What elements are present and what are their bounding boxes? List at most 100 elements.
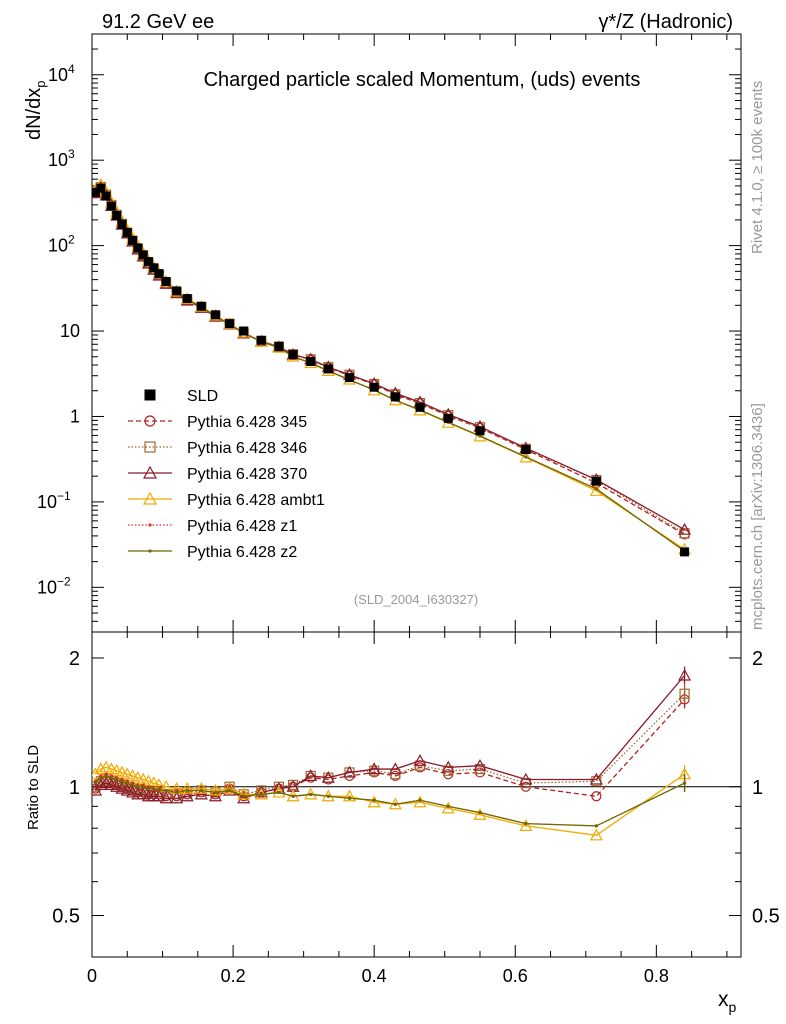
ratio-point-370 — [180, 789, 194, 802]
data-point-sld — [133, 243, 143, 253]
ratio-point-z2 — [141, 785, 145, 789]
ratio-line-z2 — [95, 775, 685, 827]
point-ambt1 — [519, 450, 533, 463]
main-series-group — [92, 177, 692, 557]
legend-marker-sld — [144, 389, 156, 401]
ratio-point-370 — [99, 776, 113, 789]
data-point-sld — [274, 341, 284, 351]
process-label: γ*/Z (Hadronic) — [599, 11, 733, 33]
ratio-y-tick-label: 1 — [69, 777, 80, 799]
ratio-point-370 — [115, 781, 129, 794]
legend-entry-sld: SLD — [144, 388, 218, 405]
ratio-point-370 — [304, 769, 318, 782]
data-point-sld — [225, 319, 235, 329]
y-tick-label: 10−1 — [37, 489, 71, 512]
ratio-point-370 — [342, 765, 356, 778]
legend-label-345: Pythia 6.428 345 — [187, 414, 307, 431]
data-point-sld — [143, 257, 153, 267]
ratio-point-z2 — [104, 774, 108, 778]
y-tick-label: 102 — [48, 233, 75, 256]
ratio-point-370 — [104, 778, 118, 791]
x-tick-label: 0.4 — [362, 966, 387, 986]
data-point-sld — [239, 326, 249, 336]
data-point-sld — [149, 263, 159, 273]
data-point-sld — [344, 373, 354, 383]
ratio-point-370 — [136, 787, 150, 800]
data-point-sld — [122, 228, 132, 238]
ratio-point-z2 — [277, 790, 281, 795]
ratio-point-z2 — [446, 804, 450, 808]
chart-title: Charged particle scaled Momentum, (uds) … — [204, 69, 641, 91]
y-tick-label: 104 — [48, 62, 75, 85]
data-point-sld — [369, 382, 379, 392]
point-370 — [678, 522, 692, 535]
plot-layer — [92, 177, 692, 841]
legend-label-370: Pythia 6.428 370 — [187, 466, 307, 483]
series-line-z1 — [95, 185, 685, 552]
ratio-point-ambt1 — [441, 801, 455, 814]
ratio-point-z2 — [109, 776, 113, 780]
ratio-point-ambt1 — [208, 783, 222, 796]
ratio-point-ambt1 — [194, 781, 208, 794]
y-axis-label-ratio: Ratio to SLD — [25, 745, 42, 830]
ratio-point-370 — [120, 783, 134, 796]
mcplots-label: mcplots.cern.ch [arXiv:1306.3436] — [749, 403, 766, 630]
y-tick-label: 1 — [70, 406, 80, 426]
ratio-line-346 — [95, 693, 686, 796]
y-tick-label: 10−2 — [37, 574, 71, 597]
ratio-point-ambt1 — [110, 763, 124, 776]
ratio-point-z2 — [125, 781, 129, 785]
ratio-point-370 — [441, 760, 455, 773]
data-point-sld — [96, 183, 106, 193]
ratio-point-z2 — [152, 787, 156, 791]
legend-marker-ambt1 — [142, 491, 158, 505]
ratio-point-370 — [152, 789, 166, 802]
ratio-point-370 — [170, 791, 184, 804]
ratio-point-ambt1 — [115, 765, 129, 778]
legend-label-ambt1: Pythia 6.428 ambt1 — [187, 492, 325, 509]
legend-entry-z2: Pythia 6.428 z2 — [128, 544, 297, 561]
y-axis-label-main: dN/dxp — [23, 81, 48, 140]
data-point-sld — [117, 219, 127, 229]
ratio-point-z2 — [594, 824, 598, 828]
x-tick-label: 0 — [87, 966, 97, 986]
data-point-sld — [101, 191, 111, 201]
data-point-sld — [443, 413, 453, 423]
series-line-ambt1 — [95, 183, 685, 550]
ratio-point-z2 — [372, 798, 376, 802]
ratio-point-370 — [92, 783, 103, 796]
legend-entry-370: Pythia 6.428 370 — [128, 465, 307, 483]
ratio-point-ambt1 — [473, 808, 487, 820]
ratio-line-345 — [95, 698, 686, 797]
series-line-345 — [95, 186, 685, 536]
ratio-point-370 — [321, 770, 335, 783]
ratio-point-ambt1 — [304, 787, 318, 800]
ratio-y-tick-label-right: 0.5 — [752, 906, 780, 928]
data-point-sld — [680, 547, 690, 557]
ratio-point-z2 — [418, 798, 422, 802]
data-point-sld — [128, 235, 138, 245]
data-point-sld — [112, 211, 122, 221]
data-point-sld — [92, 187, 101, 197]
ratio-point-370 — [126, 785, 140, 798]
ratio-series-group — [92, 666, 692, 841]
legend-entry-z1: Pythia 6.428 z1 — [128, 518, 297, 535]
legend-entry-346: Pythia 6.428 346 — [128, 440, 307, 457]
ratio-point-z2 — [259, 792, 263, 796]
x-tick-label: 0.2 — [221, 966, 246, 986]
legend-marker-z2 — [148, 549, 152, 553]
point-ambt1 — [473, 429, 487, 442]
ratio-point-345 — [591, 791, 602, 802]
data-point-sld — [172, 286, 182, 296]
ratio-point-ambt1 — [94, 762, 108, 775]
ratio-point-z2 — [164, 788, 168, 793]
ratio-point-370 — [237, 791, 251, 804]
y-tick-label: 10 — [60, 321, 80, 341]
data-point-sld — [288, 350, 298, 360]
main-plot-frame — [91, 33, 742, 633]
ratio-point-z2 — [309, 792, 313, 796]
ratio-point-ambt1 — [223, 781, 237, 794]
data-point-sld — [154, 269, 164, 279]
ratio-point-ambt1 — [342, 789, 356, 802]
